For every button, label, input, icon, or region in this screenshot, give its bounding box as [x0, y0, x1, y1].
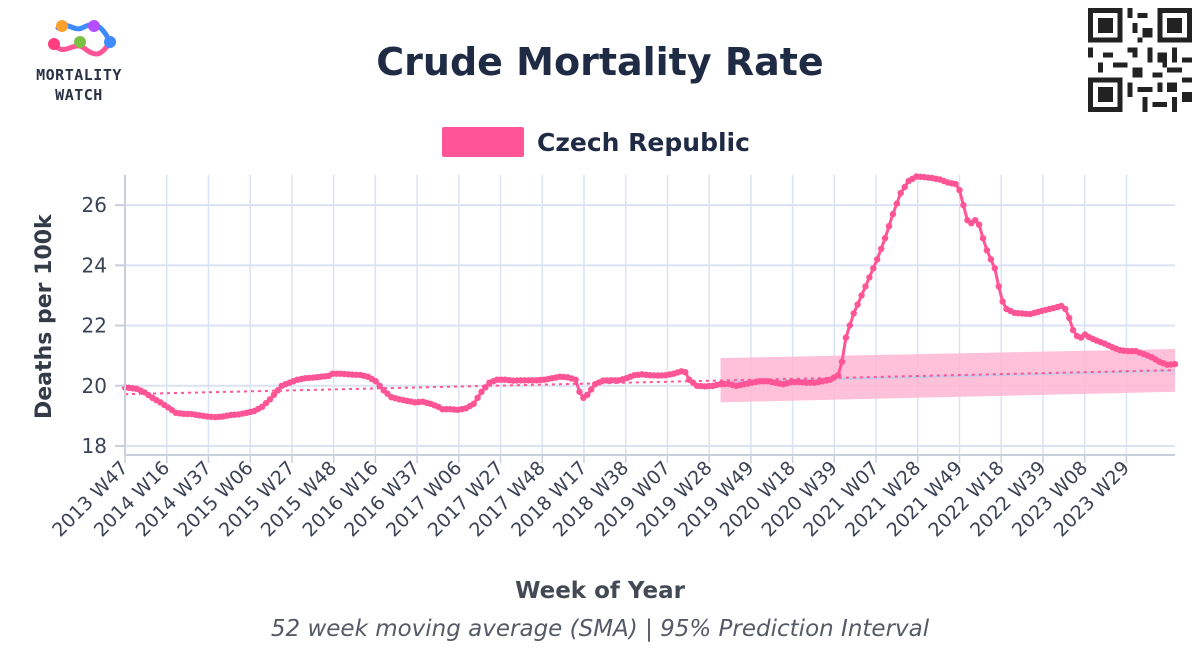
data-point — [975, 221, 983, 228]
data-point — [842, 334, 850, 341]
data-point — [838, 358, 846, 365]
data-point — [893, 200, 900, 207]
legend-swatch — [442, 127, 524, 157]
data-point — [991, 265, 998, 272]
data-point — [478, 388, 485, 395]
data-point — [983, 247, 991, 254]
y-tick-label: 26 — [82, 193, 107, 217]
data-point — [482, 384, 489, 391]
qr-code-icon — [1088, 8, 1192, 112]
data-point — [576, 388, 583, 395]
data-point — [889, 210, 897, 218]
data-point — [952, 180, 959, 188]
chart-subtitle: 52 week moving average (SMA) | 95% Predi… — [270, 616, 930, 642]
data-point — [834, 372, 842, 379]
data-point — [270, 391, 278, 398]
data-point — [878, 245, 885, 252]
data-point — [862, 283, 869, 290]
logo-text-line2: WATCH — [55, 86, 103, 104]
prediction-interval-band — [720, 349, 1176, 403]
data-point — [901, 183, 908, 191]
data-point — [474, 394, 481, 401]
data-point — [262, 399, 270, 407]
y-tick-label: 20 — [82, 374, 107, 398]
y-axis-label: Deaths per 100k — [32, 214, 57, 419]
data-point — [470, 400, 477, 407]
data-point — [972, 217, 979, 224]
legend[interactable]: Czech Republic — [442, 124, 750, 160]
data-point — [866, 274, 873, 281]
data-point — [376, 382, 383, 389]
data-point — [584, 391, 591, 398]
data-point — [1066, 314, 1073, 322]
data-point — [854, 301, 861, 308]
data-point — [874, 256, 881, 263]
data-point — [572, 376, 579, 383]
y-tick-label: 24 — [82, 253, 107, 277]
data-point — [1062, 305, 1069, 313]
legend-label: Czech Republic — [537, 127, 750, 157]
data-point — [870, 265, 877, 272]
trend-line — [124, 369, 1176, 396]
mortality-watch-logo: MORTALITY WATCH — [14, 18, 144, 108]
data-point — [850, 310, 857, 317]
y-tick-label: 18 — [82, 434, 107, 458]
x-axis-label: Week of Year — [515, 578, 685, 604]
data-point — [960, 201, 967, 209]
data-point — [987, 256, 995, 263]
data-point — [588, 386, 595, 393]
data-point — [979, 235, 987, 242]
data-point — [266, 396, 274, 403]
data-point — [1171, 360, 1179, 368]
data-point — [995, 283, 1002, 290]
series-czech-republic — [121, 173, 1179, 421]
data-point — [1069, 326, 1077, 334]
logo-text-line1: MORTALITY — [36, 66, 122, 84]
data-point — [885, 223, 893, 230]
data-point — [858, 292, 865, 299]
data-point — [846, 322, 853, 329]
data-point — [881, 235, 889, 242]
data-point — [274, 387, 281, 394]
data-point — [999, 298, 1006, 305]
logo-mark-icon — [48, 20, 116, 57]
y-tick-label: 22 — [82, 314, 107, 338]
data-point — [372, 378, 379, 385]
chart-title: Crude Mortality Rate — [376, 40, 824, 84]
data-point — [956, 186, 963, 194]
data-point — [682, 369, 689, 376]
data-point — [897, 189, 904, 197]
